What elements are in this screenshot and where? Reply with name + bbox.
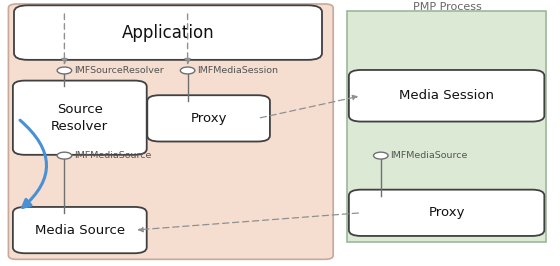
Text: IMFSourceResolver: IMFSourceResolver [74,66,164,75]
Text: Media Session: Media Session [399,89,494,102]
FancyBboxPatch shape [349,70,544,122]
Text: IMFMediaSource: IMFMediaSource [390,151,468,160]
Circle shape [57,152,72,159]
Text: Source
Resolver: Source Resolver [51,103,109,133]
Circle shape [57,67,72,74]
FancyBboxPatch shape [13,207,147,253]
Circle shape [374,152,388,159]
Text: IMFMediaSession: IMFMediaSession [197,66,278,75]
Text: PMP Process: PMP Process [413,2,481,12]
FancyBboxPatch shape [347,11,546,242]
FancyBboxPatch shape [14,5,322,60]
FancyBboxPatch shape [349,190,544,236]
Text: Proxy: Proxy [190,112,227,125]
Text: Application: Application [122,24,214,41]
FancyBboxPatch shape [13,81,147,155]
Text: Media Source: Media Source [35,224,125,236]
FancyBboxPatch shape [8,4,333,259]
Text: IMFMediaSource: IMFMediaSource [74,151,151,160]
Circle shape [180,67,195,74]
FancyBboxPatch shape [147,95,270,142]
Text: Proxy: Proxy [428,206,465,219]
